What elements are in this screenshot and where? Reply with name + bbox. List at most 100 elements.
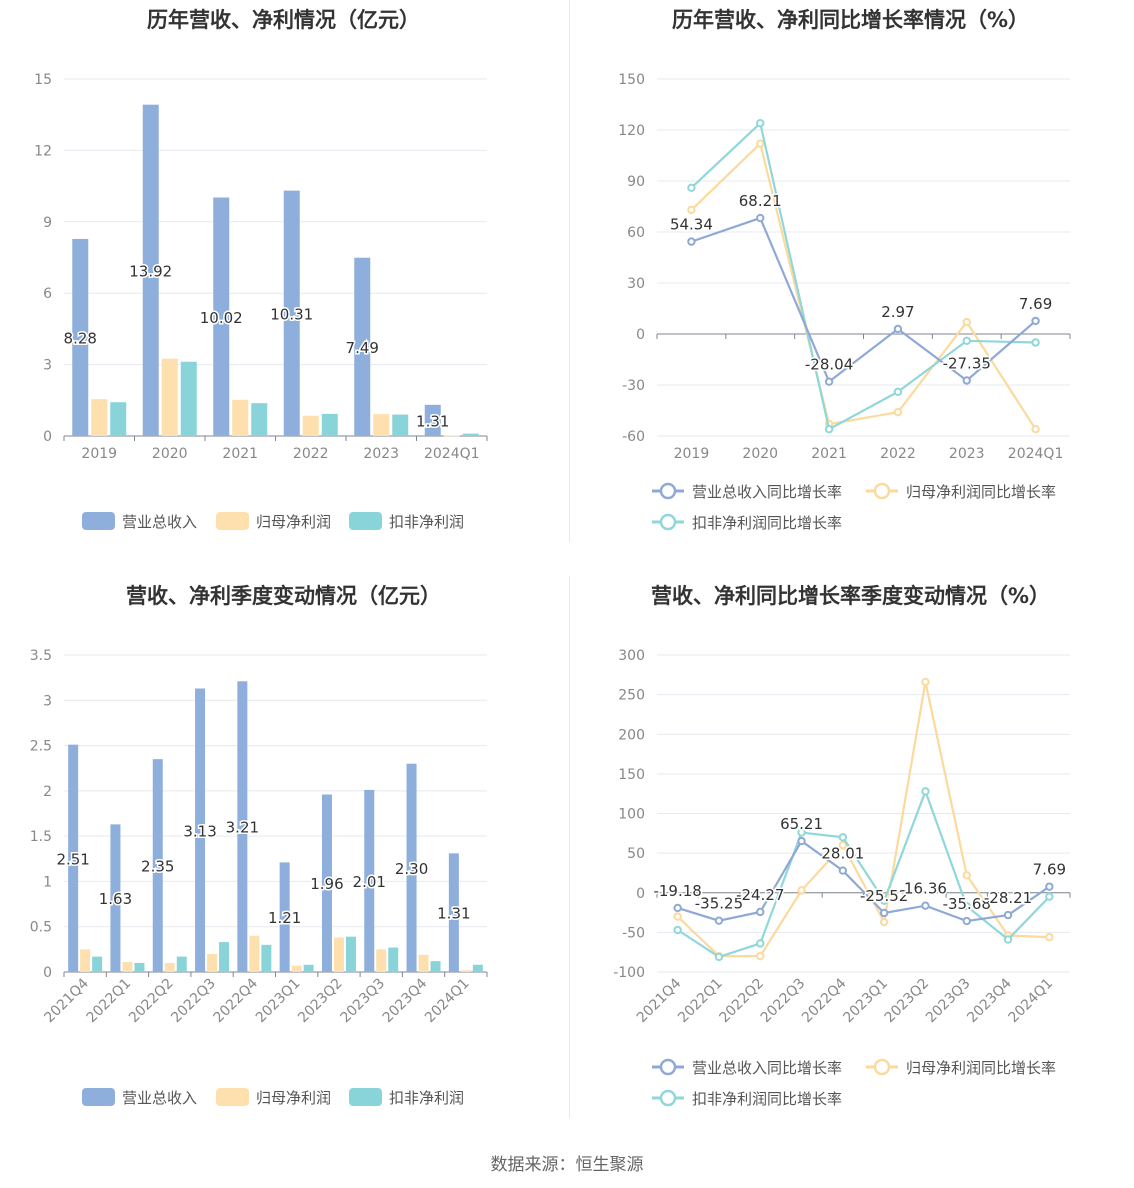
data-point xyxy=(714,952,724,962)
bar-营业总收入 xyxy=(110,824,121,972)
data-label: -25.52 xyxy=(860,887,908,905)
bar-归母净利润 xyxy=(91,399,108,436)
y-tick-label: 150 xyxy=(618,767,645,783)
x-tick-label: 2022Q1 xyxy=(84,976,135,1027)
bar-扣非净利润 xyxy=(303,964,314,972)
y-tick-label: 250 xyxy=(618,688,645,704)
x-tick-label: 2021 xyxy=(811,446,847,462)
data-point xyxy=(687,183,696,193)
data-label: 2.35 xyxy=(141,858,174,876)
data-point xyxy=(756,951,765,961)
legend-label: 归母净利润 xyxy=(256,513,331,531)
y-tick-label: 60 xyxy=(627,225,645,241)
x-tick-label: 2020 xyxy=(152,446,188,462)
y-tick-label: 100 xyxy=(618,807,645,823)
bar-归母净利润 xyxy=(207,953,218,972)
data-point xyxy=(893,387,903,396)
data-point xyxy=(824,425,834,434)
x-tick-label: 2023Q2 xyxy=(295,976,346,1027)
data-point xyxy=(1045,932,1054,942)
data-point xyxy=(962,317,971,327)
x-tick-label: 2019 xyxy=(674,446,710,462)
bar-营业总收入 xyxy=(213,197,230,436)
data-point xyxy=(673,912,682,921)
data-point xyxy=(1031,425,1040,434)
bar-扣非净利润 xyxy=(176,956,187,972)
bar-归母净利润 xyxy=(249,935,260,972)
data-point xyxy=(1003,910,1013,920)
data-point xyxy=(879,917,889,927)
bar-营业总收入 xyxy=(321,794,332,972)
legend-swatch xyxy=(216,1088,249,1106)
bar-扣非净利润 xyxy=(134,962,145,972)
data-label: 2.97 xyxy=(881,303,914,321)
y-tick-label: 2 xyxy=(43,784,52,800)
legend-marker xyxy=(873,1058,891,1076)
y-tick-label: -50 xyxy=(622,925,645,941)
data-point xyxy=(673,903,682,913)
chart-title: 历年营收、净利情况（亿元） xyxy=(147,8,420,32)
legend-label: 扣非净利润同比增长率 xyxy=(692,514,842,532)
bar-归母净利润 xyxy=(443,435,460,437)
y-tick-label: 30 xyxy=(627,276,645,292)
data-point xyxy=(962,376,971,385)
panel-annual-bar: 历年营收、净利情况（亿元） 0 3 6 9 12 15 2019 2020 2021 2022 20… xyxy=(0,0,567,575)
bar-扣非净利润 xyxy=(321,413,338,436)
data-point xyxy=(879,908,889,918)
data-label: -35.25 xyxy=(695,895,743,913)
bar-营业总收入 xyxy=(283,190,300,436)
bar-归母净利润 xyxy=(161,358,178,436)
bar-扣非净利润 xyxy=(92,956,103,972)
bar-营业总收入 xyxy=(237,681,248,972)
bar-归母净利润 xyxy=(122,962,133,972)
x-tick-label: 2022Q4 xyxy=(799,975,850,1026)
bar-营业总收入 xyxy=(279,862,290,972)
data-point xyxy=(1045,882,1054,891)
annual-bar-chart: 0 3 6 9 12 15 2019 2020 2021 2022 2023 2024Q1 8.28 13… xyxy=(34,72,488,531)
data-point xyxy=(687,237,696,246)
data-point xyxy=(714,916,724,925)
legend-label: 营业总收入同比增长率 xyxy=(692,1059,842,1077)
series-line-营业总收入同比增长率 xyxy=(677,839,1050,923)
data-label: 2.30 xyxy=(395,860,428,878)
legend-label: 扣非净利润 xyxy=(389,513,464,531)
x-tick-label: 2021 xyxy=(222,446,258,462)
x-tick-label: 2023Q1 xyxy=(253,976,304,1027)
y-tick-label: 6 xyxy=(43,286,52,302)
bar-扣非净利润 xyxy=(388,947,399,972)
data-point xyxy=(756,939,765,948)
y-tick-label: 150 xyxy=(618,72,645,88)
legend-label: 归母净利润同比增长率 xyxy=(906,1059,1056,1077)
bar-营业总收入 xyxy=(142,104,159,436)
data-point xyxy=(838,866,848,875)
bar-归母净利润 xyxy=(376,949,387,972)
legend-swatch xyxy=(216,512,249,530)
y-tick-label: 200 xyxy=(618,727,645,743)
x-tick-label: 2022Q3 xyxy=(168,976,219,1027)
bar-扣非净利润 xyxy=(345,936,356,972)
y-tick-label: 1.5 xyxy=(30,829,52,845)
y-tick-label: -30 xyxy=(622,378,645,394)
x-tick-label: 2024Q1 xyxy=(1006,976,1057,1027)
x-tick-label: 2023 xyxy=(949,446,985,462)
data-label: 10.31 xyxy=(270,305,313,323)
series-line-归母净利润同比增长率 xyxy=(676,681,1050,958)
data-point xyxy=(824,377,834,386)
y-tick-label: 120 xyxy=(618,123,645,139)
bar-营业总收入 xyxy=(152,759,163,972)
x-tick-label: 2022Q3 xyxy=(758,976,809,1027)
x-tick-label: 2023Q3 xyxy=(923,976,974,1027)
data-point xyxy=(893,324,903,334)
legend-label: 归母净利润 xyxy=(256,1089,331,1107)
bar-归母净利润 xyxy=(232,399,249,436)
bar-扣非净利润 xyxy=(472,964,483,972)
y-tick-label: 90 xyxy=(627,174,645,190)
bar-归母净利润 xyxy=(80,949,91,972)
bar-扣非净利润 xyxy=(392,414,409,436)
x-tick-label: 2024Q1 xyxy=(422,976,473,1027)
bar-营业总收入 xyxy=(364,789,375,972)
y-tick-label: 0 xyxy=(636,327,645,343)
legend-swatch xyxy=(349,512,382,530)
bar-营业总收入 xyxy=(424,404,441,436)
bar-扣非净利润 xyxy=(462,433,479,436)
